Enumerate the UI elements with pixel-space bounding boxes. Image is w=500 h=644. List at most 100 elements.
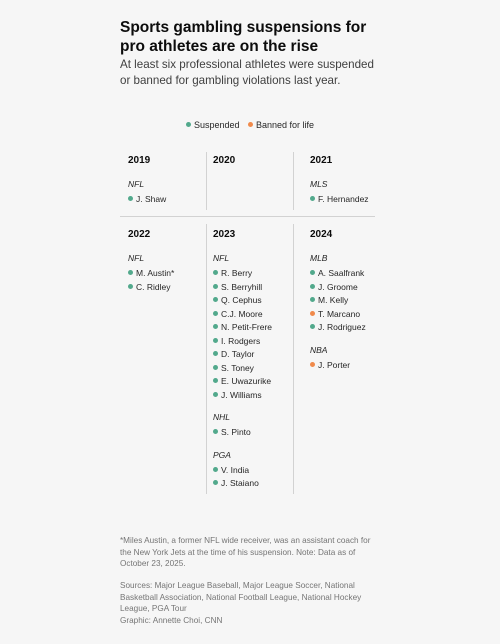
athlete-entry: E. Uwazurike	[213, 375, 272, 389]
league-label: MLS	[310, 179, 328, 189]
league-label: MLB	[310, 253, 328, 263]
legend-item-suspended: Suspended	[185, 120, 240, 130]
athlete-name: J. Staiano	[221, 478, 259, 488]
column-divider	[206, 224, 207, 494]
athlete-entry: J. Staiano	[213, 477, 272, 491]
league-label: NFL	[128, 253, 145, 263]
athlete-entry: S. Berryhill	[213, 281, 272, 295]
athlete-entry: Q. Cephus	[213, 294, 272, 308]
athlete-name: M. Austin*	[136, 268, 175, 278]
athlete-name: S. Toney	[221, 362, 254, 373]
status-dot-icon	[213, 466, 218, 472]
athlete-name: C.J. Moore	[221, 308, 263, 319]
athlete-name: J. Groome	[318, 281, 358, 292]
sources-text: Sources: Major League Baseball, Major Le…	[120, 581, 362, 613]
status-dot-icon	[310, 196, 315, 201]
year-column-2024: 2024 MLB A. Saalfrank J. Groome M. Kelly T. M…	[310, 229, 366, 372]
league-label: PGA	[213, 449, 231, 460]
league-group: NHL S. Pinto	[213, 412, 272, 440]
column-divider	[293, 152, 294, 210]
league-group: MLB A. Saalfrank J. Groome M. Kelly T. Marca…	[310, 253, 366, 335]
athlete-entry: J. Shaw	[128, 193, 166, 207]
athlete-name: J. Porter	[318, 359, 351, 370]
athlete-entry: V. India	[213, 464, 272, 478]
athlete-name: A. Saalfrank	[318, 268, 365, 278]
suspended-dot-icon	[185, 122, 191, 127]
league-label: NHL	[213, 412, 231, 422]
footnote: *Miles Austin, a former NFL wide receive…	[120, 536, 371, 568]
status-dot-icon	[213, 324, 218, 329]
status-dot-icon	[213, 310, 218, 316]
athlete-name: J. Shaw	[136, 194, 167, 204]
year-column-2023: 2023 NFL R. Berry S. Berryhill Q. Cephus C.J.…	[213, 229, 272, 491]
league-group: NFL R. Berry S. Berryhill Q. Cephus C.J. Moo…	[213, 253, 272, 402]
status-dot-icon	[310, 310, 315, 316]
row-divider	[120, 216, 375, 217]
league-group: PGA V. India J. Staiano	[213, 450, 272, 491]
year-label: 2021	[310, 155, 333, 166]
status-dot-icon	[128, 283, 133, 289]
year-label: 2019	[128, 155, 151, 166]
status-dot-icon	[213, 429, 218, 434]
column-divider	[206, 152, 207, 210]
athlete-entry: S. Pinto	[213, 426, 272, 440]
athlete-name: M. Kelly	[318, 295, 349, 305]
athlete-entry: C. Ridley	[128, 281, 174, 295]
legend-item-banned: Banned for life	[248, 120, 314, 130]
athlete-entry: F. Hernandez	[310, 193, 369, 207]
athlete-name: V. India	[221, 464, 250, 475]
status-dot-icon	[213, 270, 218, 275]
banned-dot-icon	[248, 122, 253, 127]
status-dot-icon	[310, 324, 315, 329]
sources-block: Sources: Major League Baseball, Major Le…	[120, 580, 380, 626]
league-group: NFL M. Austin* C. Ridley	[128, 253, 174, 294]
athlete-name: S. Pinto	[221, 427, 251, 437]
credit-text: Graphic: Annette Choi, CNN	[120, 615, 223, 625]
status-dot-icon	[213, 364, 218, 370]
year-label: 2024	[310, 229, 333, 240]
athlete-name: I. Rodgers	[221, 335, 261, 346]
status-dot-icon	[128, 270, 133, 275]
athlete-entry: J. Groome	[310, 281, 366, 295]
year-column-2021: 2021 MLS F. Hernandez	[310, 155, 369, 207]
status-dot-icon	[213, 391, 218, 397]
legend: Suspended Banned for life	[0, 120, 500, 130]
status-dot-icon	[310, 297, 315, 302]
year-label: 2022	[128, 229, 151, 240]
athlete-entry: D. Taylor	[213, 348, 272, 362]
athlete-name: T. Marcano	[318, 308, 361, 319]
athlete-entry: N. Petit-Frere	[213, 321, 272, 335]
status-dot-icon	[213, 480, 218, 485]
chart-title: Sports gambling suspensions for pro athl…	[120, 19, 367, 55]
league-label: NFL	[128, 179, 145, 189]
league-group: MLS F. Hernandez	[310, 179, 369, 207]
athlete-entry: A. Saalfrank	[310, 267, 366, 281]
athlete-entry: S. Toney	[213, 362, 272, 376]
status-dot-icon	[310, 361, 315, 367]
athlete-entry: T. Marcano	[310, 308, 366, 322]
league-group: NFL J. Shaw	[128, 179, 166, 207]
year-label: 2023	[213, 229, 236, 240]
athlete-entry: M. Austin*	[128, 267, 174, 281]
status-dot-icon	[213, 337, 218, 343]
status-dot-icon	[310, 270, 315, 275]
athlete-entry: M. Kelly	[310, 294, 366, 308]
athlete-name: S. Berryhill	[221, 281, 263, 292]
athlete-name: D. Taylor	[221, 349, 255, 359]
legend-label: Banned for life	[256, 120, 315, 130]
league-label: NFL	[213, 253, 230, 263]
athlete-entry: J. Rodriguez	[310, 321, 366, 335]
athlete-name: F. Hernandez	[318, 194, 369, 204]
athlete-name: J. Rodriguez	[318, 322, 366, 332]
status-dot-icon	[213, 283, 218, 289]
athlete-name: R. Berry	[221, 268, 253, 278]
athlete-entry: J. Williams	[213, 389, 272, 403]
column-divider	[293, 224, 294, 494]
athlete-entry: C.J. Moore	[213, 308, 272, 322]
athlete-entry: R. Berry	[213, 267, 272, 281]
legend-label: Suspended	[193, 120, 240, 130]
athlete-entry: J. Porter	[310, 359, 366, 373]
year-label: 2020	[213, 155, 236, 166]
status-dot-icon	[213, 351, 218, 356]
